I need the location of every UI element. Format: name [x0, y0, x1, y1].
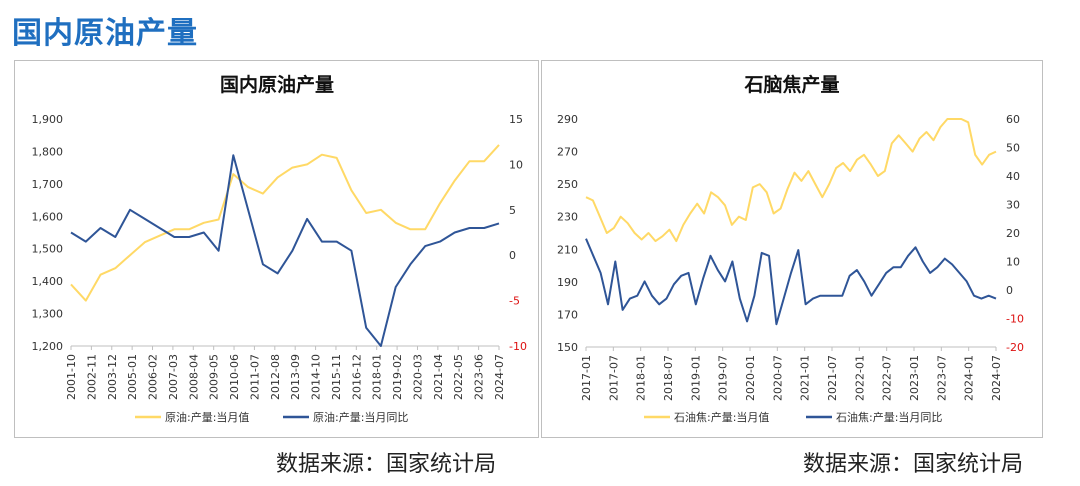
x-axis-tick-label: 2021-07	[826, 355, 839, 401]
left-axis-tick-label: 150	[557, 341, 578, 354]
x-axis-tick-label: 2021-04	[432, 354, 445, 400]
left-axis-tick-label: 1,200	[32, 340, 64, 353]
right-axis-tick-label: 0	[509, 249, 516, 262]
x-axis-tick-label: 2018-01	[371, 354, 384, 400]
x-axis-tick-label: 2015-11	[330, 354, 343, 400]
yoy-change-series-line	[70, 154, 500, 347]
x-axis-tick-label: 2019-02	[391, 354, 404, 400]
x-axis-tick-label: 2005-01	[126, 354, 139, 400]
left-axis-tick-label: 1,700	[32, 178, 64, 191]
x-axis-tick-label: 2019-07	[717, 355, 730, 401]
left-axis-tick-label: 1,800	[32, 145, 64, 158]
left-axis-tick-label: 290	[557, 113, 578, 126]
left-axis-tick-label: 1,400	[32, 275, 64, 288]
left-axis-tick-label: 250	[557, 178, 578, 191]
x-axis-tick-label: 2007-03	[167, 354, 180, 400]
monthly-value-series-line	[70, 144, 500, 302]
x-axis-tick-label: 2019-01	[689, 355, 702, 401]
left-axis-tick-label: 1,500	[32, 243, 64, 256]
x-axis-tick-label: 2023-06	[473, 354, 486, 400]
right-axis-tick-label: -20	[1006, 341, 1024, 354]
x-axis-tick-label: 2017-01	[580, 355, 593, 401]
x-axis-tick-label: 2006-02	[147, 354, 160, 400]
right-axis-tick-label: 50	[1006, 142, 1020, 155]
right-axis-tick-label: 10	[509, 158, 523, 171]
chart-title: 国内原油产量	[220, 73, 334, 96]
yoy-change-series-line	[585, 238, 997, 326]
x-axis-tick-label: 2020-01	[744, 355, 757, 401]
right-axis-tick-label: 15	[509, 113, 523, 126]
data-source-right: 数据来源：国家统计局	[803, 452, 1024, 477]
monthly-value-series-line	[585, 118, 997, 243]
page-title: 国内原油产量	[12, 16, 198, 51]
x-axis-tick-label: 2021-01	[799, 355, 812, 401]
petroleum-coke-chart: 石脑焦产量 150 170 190 210 230 250 270 290 -20 -10 0 10 20…	[557, 73, 1024, 424]
chart-title: 石脑焦产量	[743, 73, 839, 96]
right-axis-tick-label: 5	[509, 204, 516, 217]
x-axis-tick-label: 2018-01	[635, 355, 648, 401]
left-axis-tick-label: 190	[557, 276, 578, 289]
x-axis-tick-label: 2009-05	[208, 354, 221, 400]
x-axis-tick-label: 2022-05	[452, 354, 465, 400]
x-axis-tick-label: 2024-07	[990, 355, 1003, 401]
x-axis-tick-label: 2020-03	[411, 354, 424, 400]
left-axis-tick-label: 270	[557, 146, 578, 159]
x-axis-tick-label: 2011-07	[248, 354, 261, 400]
crude-oil-chart-panel: 国内原油产量 1,200 1,300 1,400 1,500 1,600 1,700 1,80…	[14, 60, 539, 438]
right-axis-tick-label: 30	[1006, 199, 1020, 212]
legend-label: 石油焦:产量:当月值	[674, 410, 769, 424]
data-source-left: 数据来源：国家统计局	[276, 452, 497, 477]
x-axis-tick-label: 2003-12	[106, 354, 119, 400]
left-axis-tick-label: 210	[557, 243, 578, 256]
left-axis-tick-label: 1,900	[32, 113, 64, 126]
x-axis-tick-label: 2017-07	[607, 355, 620, 401]
x-axis-tick-label: 2020-07	[771, 355, 784, 401]
x-axis-tick-label: 2022-01	[853, 355, 866, 401]
legend-label: 石油焦:产量:当月同比	[836, 410, 942, 424]
left-axis-tick-label: 1,600	[32, 210, 64, 223]
x-axis-tick-label: 2014-10	[310, 354, 323, 400]
right-axis-tick-label: 20	[1006, 227, 1020, 240]
x-axis-tick-label: 2024-01	[963, 355, 976, 401]
left-axis-tick-label: 170	[557, 308, 578, 321]
x-axis-tick-label: 2023-01	[908, 355, 921, 401]
left-axis-tick-label: 230	[557, 211, 578, 224]
x-axis-tick-label: 2012-08	[269, 354, 282, 400]
legend-label: 原油:产量:当月同比	[313, 410, 408, 424]
crude-oil-chart: 国内原油产量 1,200 1,300 1,400 1,500 1,600 1,700 1,80…	[32, 73, 527, 424]
right-axis-tick-label: 60	[1006, 113, 1020, 126]
x-axis-tick-label: 2002-11	[85, 354, 98, 400]
right-axis-tick-label: 0	[1006, 284, 1013, 297]
x-axis-tick-label: 2016-12	[350, 354, 363, 400]
x-axis-tick-label: 2010-06	[228, 354, 241, 400]
x-axis-tick-label: 2023-07	[935, 355, 948, 401]
right-axis-tick-label: -10	[1006, 313, 1024, 326]
left-axis-tick-label: 1,300	[32, 308, 64, 321]
legend-label: 原油:产量:当月值	[165, 410, 249, 424]
right-axis-tick-label: 10	[1006, 256, 1020, 269]
x-axis-tick-label: 2001-10	[65, 354, 78, 400]
right-axis-tick-label: -10	[509, 340, 527, 353]
right-axis-tick-label: -5	[509, 295, 520, 308]
right-axis-tick-label: 40	[1006, 170, 1020, 183]
x-axis-tick-label: 2022-07	[881, 355, 894, 401]
x-axis-tick-label: 2018-07	[662, 355, 675, 401]
x-axis-tick-label: 2024-07	[493, 354, 506, 400]
x-axis-tick-label: 2008-04	[187, 354, 200, 400]
x-axis-tick-label: 2013-09	[289, 354, 302, 400]
petroleum-coke-chart-panel: 石脑焦产量 150 170 190 210 230 250 270 290 -20 -10 0 10 20…	[541, 60, 1043, 438]
